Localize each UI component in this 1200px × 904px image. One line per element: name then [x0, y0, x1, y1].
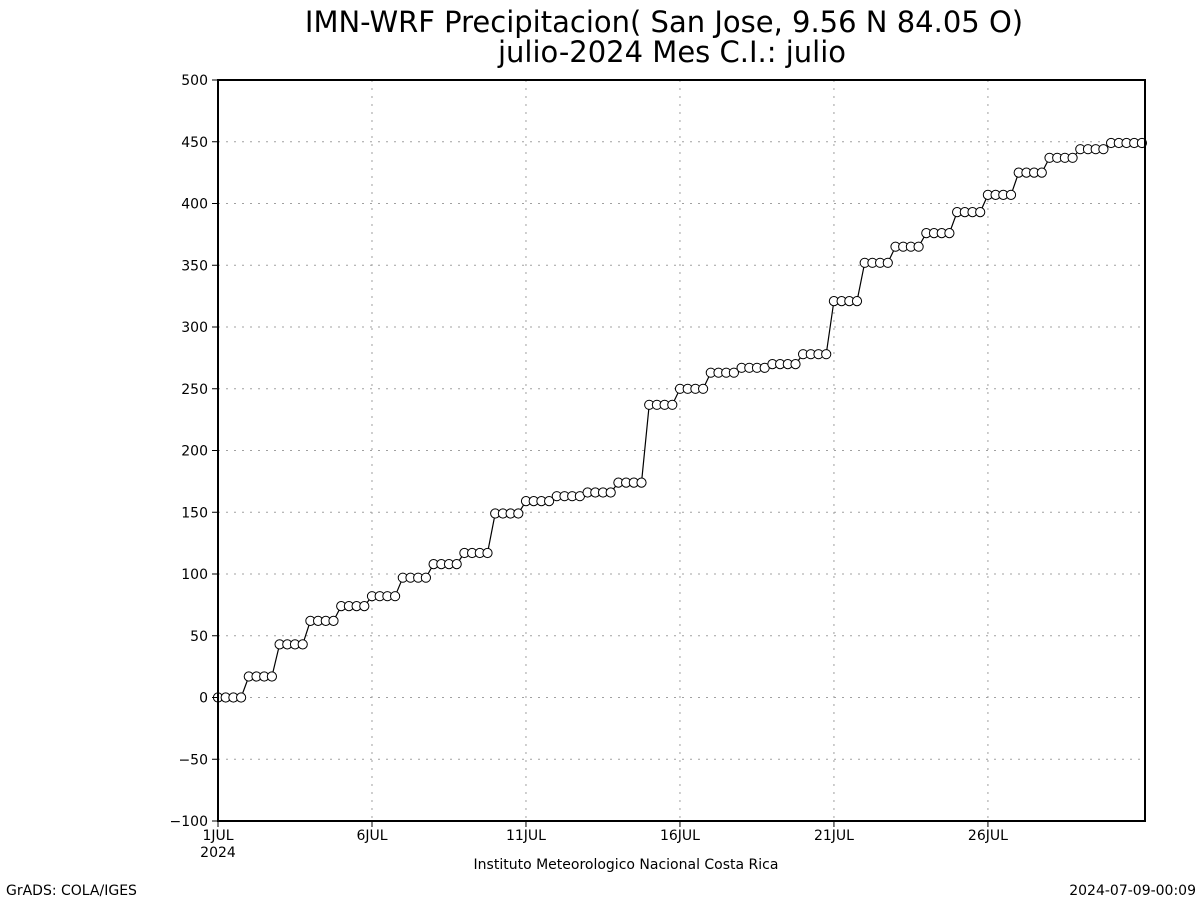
y-tick-label: 50 — [190, 629, 208, 645]
data-point-marker — [420, 572, 431, 583]
data-point-marker — [1098, 144, 1109, 155]
data-point-marker — [636, 477, 647, 488]
series-line — [218, 142, 1142, 699]
series-markers — [212, 137, 1148, 703]
data-point-marker — [236, 692, 247, 703]
footer-left: GrADS: COLA/IGES — [6, 883, 137, 899]
data-point-marker — [913, 241, 924, 252]
data-point-marker — [1005, 189, 1017, 200]
data-point-marker — [698, 383, 709, 394]
data-point-marker — [605, 487, 616, 498]
data-point-marker — [1036, 167, 1047, 178]
y-tick-label: 300 — [181, 320, 208, 336]
grid-lines — [218, 80, 1145, 821]
footer-right: 2024-07-09-00:09 — [1069, 883, 1196, 899]
y-tick-label: 200 — [181, 444, 208, 460]
data-point-marker — [390, 591, 401, 602]
y-tick-label: 400 — [181, 197, 208, 213]
data-point-marker — [513, 508, 524, 519]
y-tick-label: −50 — [178, 752, 208, 768]
x-tick-sublabel: 2024 — [200, 845, 236, 861]
data-point-marker — [1067, 152, 1078, 163]
x-tick-label: 16JUL — [660, 828, 700, 844]
data-point-marker — [821, 349, 832, 360]
data-point-marker — [728, 367, 740, 378]
data-point-marker — [851, 296, 863, 307]
y-tick-label: 100 — [181, 567, 208, 583]
x-tick-label: 6JUL — [356, 828, 387, 844]
y-tick-label: 150 — [181, 505, 208, 521]
y-tick-label: 0 — [199, 691, 208, 707]
y-tick-label: −100 — [170, 814, 208, 830]
data-point-marker — [544, 496, 555, 507]
precipitation-line — [218, 142, 1142, 699]
y-tick-label: 350 — [181, 258, 208, 274]
chart-title: IMN-WRF Precipitacion( San Jose, 9.56 N … — [305, 5, 1023, 39]
y-tick-label: 250 — [181, 382, 208, 398]
data-point-marker — [328, 615, 339, 627]
x-tick-label: 26JUL — [968, 828, 1008, 844]
data-point-marker — [297, 639, 308, 650]
data-point-marker — [451, 559, 462, 570]
x-tick-label: 11JUL — [506, 828, 546, 844]
data-point-marker — [667, 399, 678, 410]
chart-subtitle: julio-2024 Mes C.I.: julio — [497, 35, 846, 69]
data-point-marker — [944, 228, 955, 239]
x-tick-label: 21JUL — [814, 828, 854, 844]
data-point-marker — [790, 359, 801, 370]
y-tick-label: 500 — [181, 73, 208, 89]
x-axis-label: Instituto Meteorologico Nacional Costa R… — [474, 857, 779, 873]
data-point-marker — [482, 547, 493, 559]
data-point-marker — [359, 601, 370, 612]
data-point-marker — [975, 207, 986, 218]
x-tick-label: 1JUL — [202, 828, 233, 844]
y-tick-label: 450 — [181, 135, 208, 151]
data-point-marker — [882, 257, 893, 268]
data-point-marker — [266, 671, 277, 682]
